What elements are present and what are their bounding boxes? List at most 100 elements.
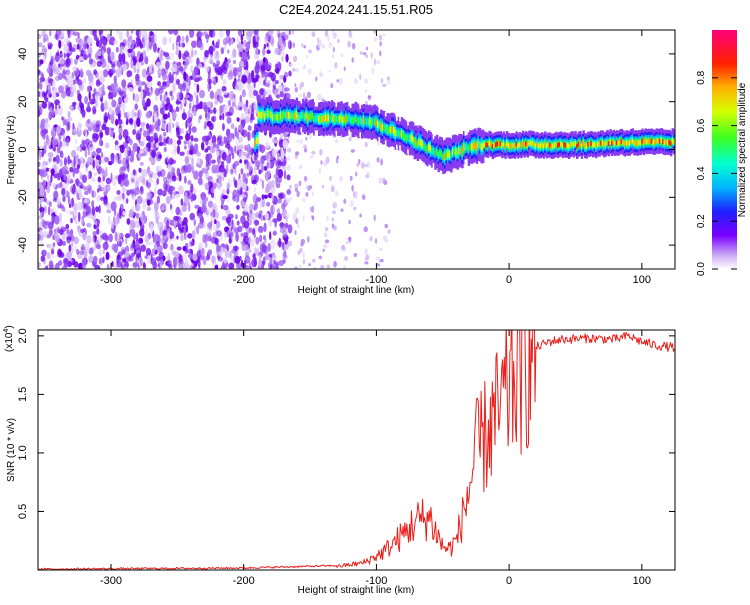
heatmap-cell [145, 91, 151, 97]
y-tick-label: 1.5 [17, 387, 29, 402]
heatmap-cell [234, 169, 237, 175]
heatmap-cell [209, 147, 215, 154]
heatmap-cell [652, 139, 655, 145]
heatmap-cell [141, 135, 146, 145]
heatmap-cell [123, 63, 128, 72]
heatmap-cell [84, 95, 88, 105]
heatmap-cell [376, 263, 381, 267]
heatmap-cell [332, 46, 335, 53]
heatmap-cell [196, 40, 203, 48]
heatmap-cell [83, 249, 88, 259]
colorbar-tick-label: 0.8 [696, 70, 707, 84]
heatmap-cell [115, 106, 121, 114]
heatmap-cell [355, 171, 358, 177]
heatmap-cell [183, 71, 187, 81]
heatmap-cell [520, 143, 523, 149]
heatmap-cell [214, 63, 220, 72]
colorbar: 0.0 0.2 0.4 0.6 0.8 Normalized spectral ampl… [696, 30, 748, 276]
heatmap-cell [61, 153, 64, 159]
heatmap-cell [55, 51, 60, 57]
heatmap-cell [279, 132, 284, 138]
heatmap-cell [496, 141, 499, 147]
heatmap-cell [88, 90, 91, 101]
heatmap-cell [259, 253, 262, 261]
heatmap-cell [269, 231, 272, 240]
heatmap-cell [228, 244, 234, 250]
heatmap-cell [50, 168, 55, 175]
heatmap-cell [254, 64, 260, 75]
heatmap-cell [236, 220, 240, 226]
colorbar-ticks: 0.0 0.2 0.4 0.6 0.8 [696, 70, 737, 276]
heatmap-cell [48, 111, 53, 121]
heatmap-cell [167, 138, 171, 145]
heatmap-cell [266, 42, 269, 47]
heatmap-cell [164, 94, 167, 100]
heatmap-cell [47, 45, 52, 50]
heatmap-cell [65, 87, 71, 97]
heatmap-cell [149, 136, 155, 143]
heatmap-cell [148, 179, 154, 184]
heatmap-cell [113, 75, 117, 84]
heatmap-cell [445, 151, 448, 158]
heatmap-cell [305, 136, 308, 141]
heatmap-cell [376, 157, 380, 163]
heatmap-cell [571, 141, 574, 147]
heatmap-cell [299, 264, 302, 269]
heatmap-cell [303, 114, 307, 121]
heatmap-cell [125, 120, 129, 125]
heatmap-cell [295, 68, 300, 73]
heatmap-cell [336, 79, 340, 83]
heatmap-cell [216, 154, 221, 165]
heatmap-cell [561, 143, 565, 149]
heatmap-cell [258, 210, 263, 215]
heatmap-cell [146, 199, 151, 206]
heatmap-cell [50, 128, 57, 138]
heatmap-cell [297, 114, 300, 122]
heatmap-cell [362, 117, 365, 125]
heatmap-cell [55, 103, 58, 111]
heatmap-cell [369, 118, 372, 125]
heatmap-cell [415, 138, 418, 146]
heatmap-cell [98, 70, 104, 81]
heatmap-cell [59, 140, 63, 149]
heatmap-cell [174, 146, 177, 154]
heatmap-cell [96, 227, 100, 235]
heatmap-cell [157, 81, 162, 87]
heatmap-cell [206, 254, 210, 261]
heatmap-cell [609, 139, 612, 145]
heatmap-cell [113, 243, 119, 254]
heatmap-cell [338, 77, 343, 85]
heatmap-cell [309, 155, 314, 159]
heatmap-cell [149, 223, 154, 234]
heatmap-cell [273, 173, 279, 180]
heatmap-cell [490, 141, 493, 147]
heatmap-cell [435, 148, 439, 155]
heatmap-cell [71, 242, 74, 247]
heatmap-cell [47, 152, 54, 158]
heatmap-cell [283, 111, 286, 118]
heatmap-cell [513, 143, 517, 149]
heatmap-cell [190, 40, 197, 49]
heatmap-cell [103, 199, 109, 206]
heatmap-cell [258, 169, 262, 175]
heatmap-cell [187, 253, 193, 259]
heatmap-cell [69, 166, 74, 173]
heatmap-cell [462, 144, 466, 152]
heatmap-cell [348, 136, 352, 142]
heatmap-cell [63, 173, 67, 181]
heatmap-cell [650, 138, 654, 144]
heatmap-cell [168, 157, 174, 165]
heatmap-cell [386, 76, 391, 81]
heatmap-cell [289, 196, 293, 201]
heatmap-cell [265, 151, 271, 162]
colorbar-tick-label: 0.6 [696, 118, 707, 132]
heatmap-cell [146, 75, 153, 82]
heatmap-cell [133, 65, 137, 74]
heatmap-cell [201, 167, 206, 174]
heatmap-cell [53, 61, 57, 69]
heatmap-cell [149, 31, 154, 37]
spectrogram-heatmap [38, 30, 675, 269]
heatmap-cell [265, 110, 268, 118]
heatmap-cell [226, 182, 230, 192]
heatmap-cell [131, 252, 135, 257]
